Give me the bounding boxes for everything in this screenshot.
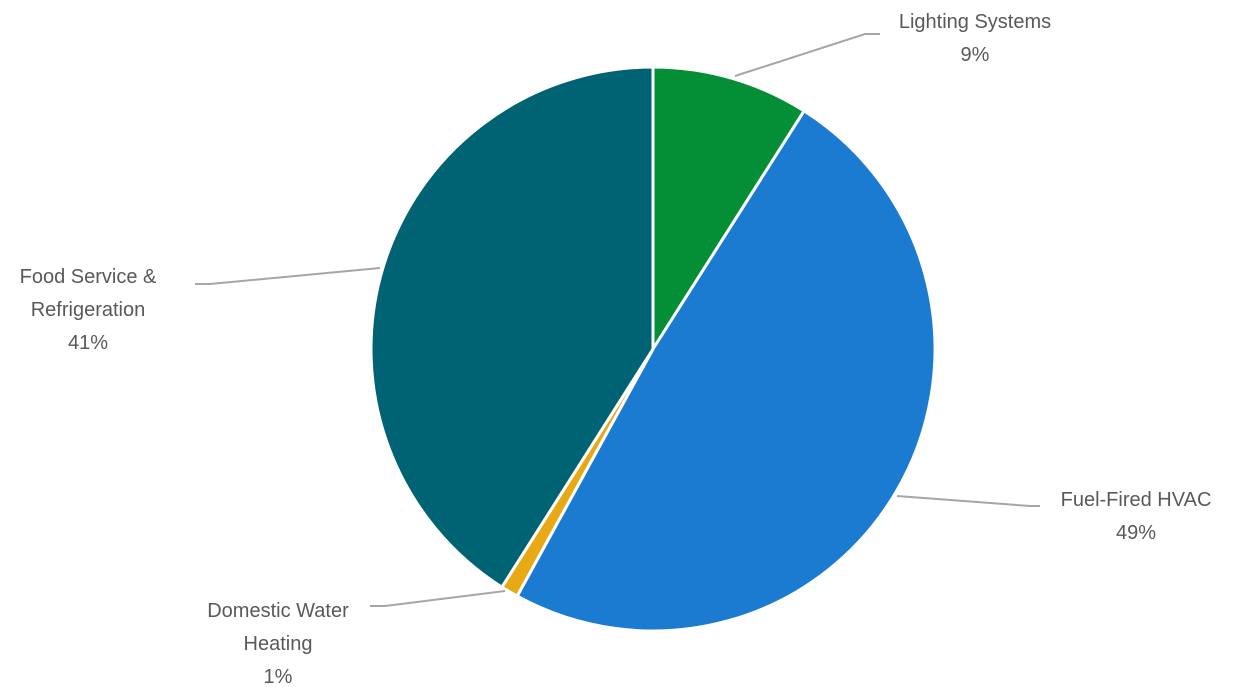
leader-lines bbox=[195, 33, 1040, 607]
slice-name-fuel-fired-hvac: Fuel-Fired HVAC bbox=[1061, 489, 1212, 511]
pie-slice-lighting-systems bbox=[651, 65, 806, 351]
slice-percent-food-service-refrigeration: 41% bbox=[68, 332, 108, 354]
slice-percent-fuel-fired-hvac: 49% bbox=[1116, 522, 1156, 544]
slice-name-lighting-systems: Lighting Systems bbox=[899, 11, 1051, 33]
leader-line-lighting-systems bbox=[734, 33, 880, 77]
slice-label-fuel-fired-hvac: Fuel-Fired HVAC 49% bbox=[1061, 489, 1212, 544]
slice-name-domestic-water-heating: Heating bbox=[244, 633, 313, 655]
slice-name-food-service-refrigeration: Food Service & bbox=[20, 266, 157, 288]
pie-slice-fuel-fired-hvac bbox=[515, 109, 937, 633]
slice-label-lighting-systems: Lighting Systems 9% bbox=[899, 11, 1051, 66]
slice-percent-domestic-water-heating: 1% bbox=[264, 666, 293, 687]
leader-line-domestic-water-heating bbox=[370, 590, 506, 607]
pie-slices bbox=[369, 65, 937, 633]
pie-slice-food-service-refrigeration bbox=[369, 65, 655, 589]
slice-percent-lighting-systems: 9% bbox=[961, 44, 990, 66]
slice-name-food-service-refrigeration: Refrigeration bbox=[31, 299, 146, 321]
slice-label-domestic-water-heating: Domestic Water Heating 1% bbox=[207, 600, 349, 687]
slice-labels: Lighting Systems 9% Fuel-Fired HVAC 49% Dome… bbox=[20, 11, 1212, 687]
slice-name-domestic-water-heating: Domestic Water bbox=[207, 600, 349, 622]
slice-label-food-service-refrigeration: Food Service & Refrigeration 41% bbox=[20, 266, 157, 354]
leader-line-food-service-refrigeration bbox=[195, 267, 381, 285]
leader-line-fuel-fired-hvac bbox=[896, 495, 1040, 507]
